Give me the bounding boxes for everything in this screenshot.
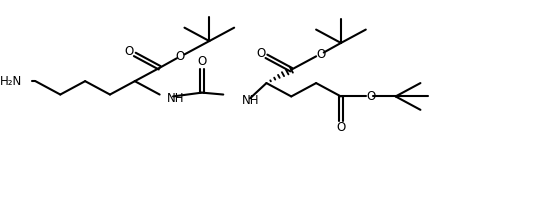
Text: O: O <box>124 45 134 58</box>
Text: NH: NH <box>167 92 185 105</box>
Text: O: O <box>366 90 375 103</box>
Text: O: O <box>336 121 346 134</box>
Text: H₂N: H₂N <box>0 75 22 88</box>
Text: O: O <box>316 48 325 61</box>
Text: O: O <box>197 55 206 68</box>
Text: O: O <box>175 50 185 63</box>
Text: O: O <box>256 47 265 60</box>
Text: NH: NH <box>242 94 260 107</box>
